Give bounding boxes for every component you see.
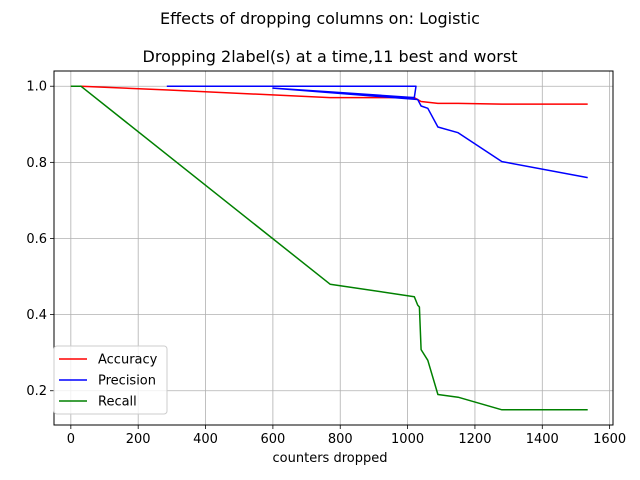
series-line-recall [70, 85, 588, 411]
x-tick-label: 800 [328, 432, 353, 447]
axis-ticks: 0 200 400 600 800 1000 1200 1400 1600 0.2 0.4 0.6 0.… [26, 80, 626, 447]
chart-suptitle: Effects of dropping columns on: Logistic [160, 9, 480, 28]
x-tick-label: 400 [193, 432, 218, 447]
y-tick-label: 0.4 [26, 308, 47, 323]
legend-label-precision: Precision [98, 374, 156, 389]
x-tick-label: 1600 [593, 432, 626, 447]
series-lines [70, 85, 588, 411]
y-tick-label: 0.2 [26, 384, 47, 399]
series-line-precision [166, 85, 588, 179]
y-tick-label: 0.6 [26, 232, 47, 247]
x-tick-label: 0 [67, 432, 75, 447]
legend-label-accuracy: Accuracy [98, 353, 158, 368]
legend-label-recall: Recall [98, 395, 137, 410]
x-axis-label: counters dropped [273, 451, 388, 466]
x-tick-label: 1000 [391, 432, 424, 447]
y-tick-label: 1.0 [26, 80, 47, 95]
legend: Accuracy Precision Recall [53, 345, 168, 415]
x-tick-label: 1400 [526, 432, 559, 447]
x-tick-label: 200 [126, 432, 151, 447]
x-tick-label: 1200 [458, 432, 491, 447]
series-line-accuracy [70, 85, 588, 105]
legend-box [53, 345, 168, 415]
x-tick-label: 600 [260, 432, 285, 447]
plot-frame [53, 70, 614, 426]
chart-title: Dropping 2label(s) at a time,11 best and… [143, 47, 518, 66]
y-tick-label: 0.8 [26, 156, 47, 171]
